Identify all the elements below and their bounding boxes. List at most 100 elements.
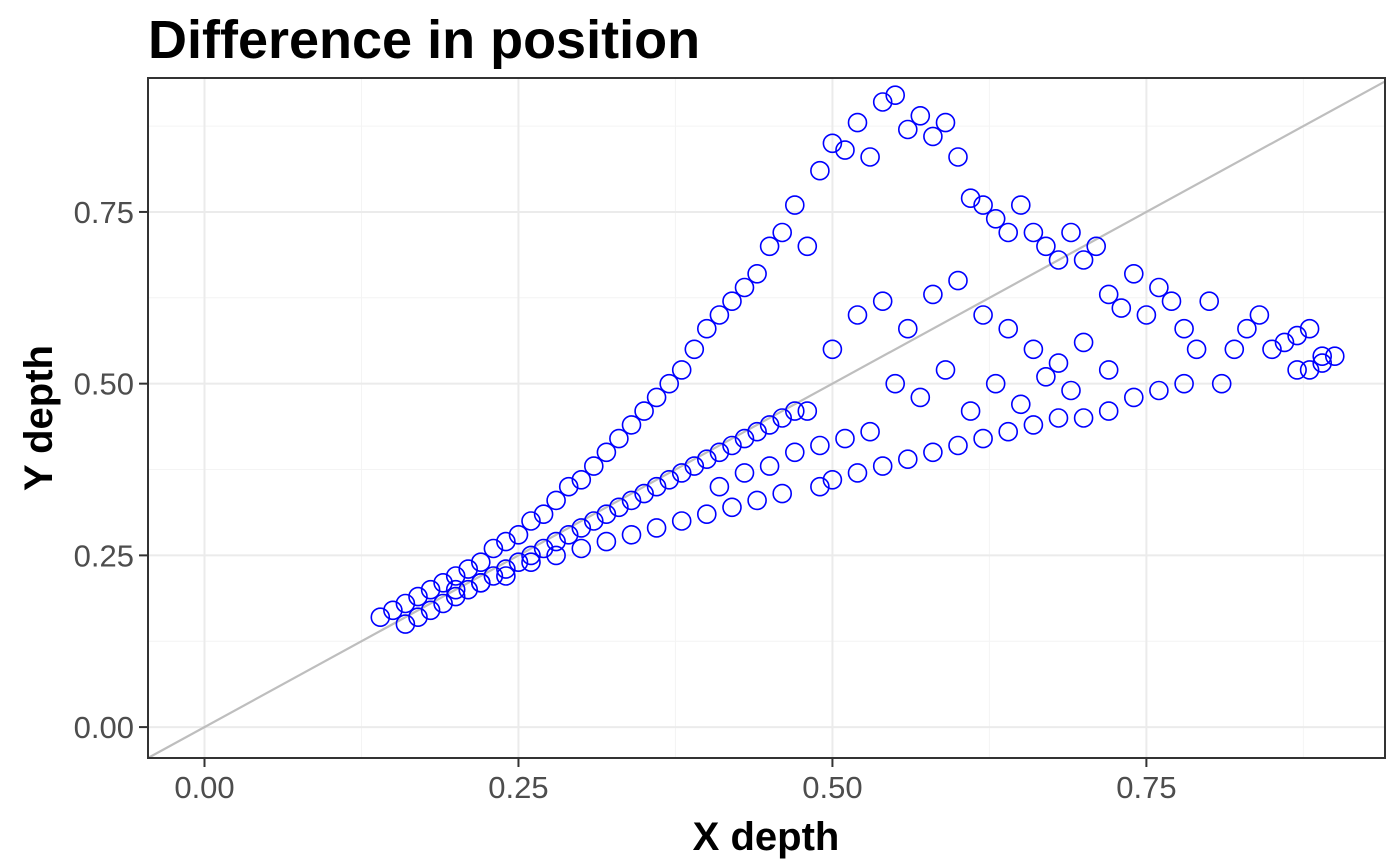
- data-point: [1174, 318, 1194, 339]
- data-point: [408, 607, 428, 628]
- data-point: [885, 85, 906, 105]
- data-point: [609, 497, 629, 518]
- data-point: [709, 305, 730, 325]
- data-point: [948, 270, 968, 291]
- data-point: [521, 511, 541, 531]
- data-point: [1211, 373, 1232, 394]
- data-point: [734, 277, 755, 298]
- data-point: [1073, 408, 1094, 428]
- data-point: [722, 291, 742, 312]
- data-point: [1299, 318, 1320, 339]
- data-point: [420, 600, 441, 621]
- data-point: [872, 92, 893, 112]
- data-point: [646, 518, 667, 538]
- data-point: [621, 524, 642, 545]
- data-point: [734, 463, 755, 483]
- y-axis-title: Y depth: [17, 345, 61, 491]
- data-point: [822, 469, 843, 490]
- data-point: [696, 318, 717, 339]
- data-point: [445, 586, 466, 607]
- major-gridlines: [148, 78, 1385, 758]
- data-point: [998, 421, 1019, 442]
- data-point: [370, 607, 391, 628]
- data-point: [395, 614, 416, 634]
- data-point: [985, 209, 1006, 229]
- data-point: [496, 566, 516, 586]
- data-point: [973, 195, 993, 215]
- data-point: [973, 305, 993, 325]
- data-point: [470, 572, 491, 593]
- data-point: [671, 511, 692, 531]
- data-point: [445, 566, 466, 586]
- data-point: [1023, 222, 1044, 243]
- data-point: [1224, 339, 1245, 360]
- data-point: [759, 456, 780, 476]
- data-point: [897, 318, 918, 339]
- data-point: [1010, 195, 1031, 215]
- data-point: [596, 531, 617, 552]
- data-point: [1161, 291, 1182, 312]
- data-point: [973, 428, 993, 449]
- data-point: [734, 428, 755, 449]
- x-axis-title: X depth: [693, 815, 840, 859]
- data-point: [960, 188, 981, 208]
- data-point: [1237, 318, 1257, 339]
- data-point: [508, 552, 529, 573]
- x-tick-label: 0.00: [174, 770, 234, 805]
- data-point: [546, 545, 566, 566]
- data-point: [709, 476, 730, 497]
- data-point: [521, 545, 541, 566]
- data-point: [860, 421, 880, 442]
- data-point: [960, 401, 981, 421]
- data-point: [483, 566, 504, 586]
- data-point: [533, 538, 554, 559]
- data-point: [1061, 380, 1081, 401]
- data-point: [659, 373, 680, 394]
- y-axis-ticks: 0.00 0.25 0.50 0.75: [74, 195, 148, 745]
- data-point: [772, 483, 793, 504]
- data-point: [671, 463, 692, 483]
- data-point: [445, 579, 466, 600]
- data-point: [583, 456, 604, 476]
- data-point: [483, 538, 504, 559]
- data-point: [910, 106, 931, 126]
- x-tick-label: 0.75: [1116, 770, 1176, 805]
- data-point: [696, 504, 717, 525]
- data-point: [433, 572, 453, 593]
- data-points: [370, 85, 1345, 634]
- data-point: [935, 112, 956, 133]
- minor-gridlines: [148, 78, 1385, 758]
- data-point: [1312, 353, 1332, 373]
- data-point: [558, 524, 579, 545]
- data-point: [709, 442, 730, 463]
- data-point: [470, 552, 491, 573]
- data-point: [671, 360, 692, 380]
- data-point: [684, 339, 705, 360]
- data-point: [571, 469, 592, 490]
- data-point: [1174, 373, 1194, 394]
- data-point: [458, 579, 479, 600]
- data-point: [1186, 339, 1207, 360]
- data-point: [408, 586, 428, 607]
- data-point: [1061, 222, 1081, 243]
- data-point: [923, 126, 943, 147]
- data-point: [1048, 353, 1069, 373]
- data-point: [923, 442, 943, 463]
- data-point: [1199, 291, 1219, 312]
- data-point: [885, 373, 906, 394]
- data-point: [395, 593, 416, 614]
- data-point: [847, 112, 868, 133]
- y-tick-label: 0.25: [74, 538, 134, 573]
- data-point: [872, 291, 893, 312]
- data-point: [835, 428, 855, 449]
- data-point: [810, 435, 830, 456]
- data-point: [797, 236, 818, 257]
- identity-reference-line: [147, 80, 1386, 759]
- reference-line-group: [147, 80, 1386, 759]
- data-point: [1287, 360, 1307, 380]
- data-point: [1036, 366, 1056, 387]
- data-point: [621, 490, 642, 511]
- data-point: [784, 401, 805, 421]
- data-point: [1073, 332, 1094, 353]
